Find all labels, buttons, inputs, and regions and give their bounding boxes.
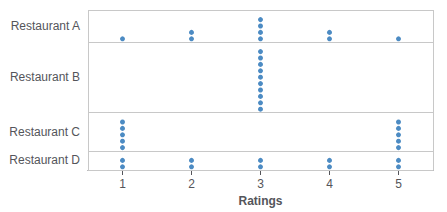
svg-text:Ratings: Ratings <box>238 194 282 208</box>
svg-text:Restaurant A: Restaurant A <box>11 19 80 33</box>
svg-text:Restaurant C: Restaurant C <box>9 125 80 139</box>
svg-text:5: 5 <box>395 177 402 191</box>
svg-text:1: 1 <box>119 177 126 191</box>
svg-text:Restaurant D: Restaurant D <box>9 153 80 167</box>
svg-text:2: 2 <box>188 177 195 191</box>
svg-text:Restaurant B: Restaurant B <box>10 70 80 84</box>
svg-text:4: 4 <box>326 177 333 191</box>
svg-text:3: 3 <box>257 177 264 191</box>
